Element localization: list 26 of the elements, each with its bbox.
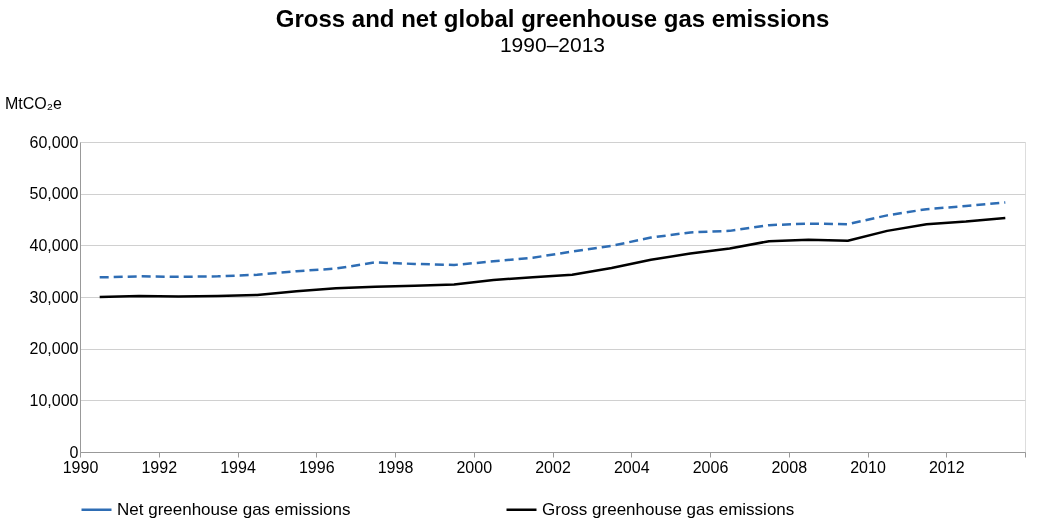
- chart-subtitle: 1990–2013: [499, 33, 606, 56]
- legend-label: Net greenhouse gas emissions: [117, 499, 351, 518]
- chart-title: Gross and net global greenhouse gas emissions: [275, 5, 830, 32]
- x-tick-label: 2006: [692, 458, 729, 476]
- x-tick-label: 2004: [613, 458, 650, 476]
- line-series: [98, 201, 1007, 279]
- y-tick-label: 40,000: [29, 236, 79, 254]
- x-tick-label: 1994: [220, 458, 256, 476]
- y-tick-label: 10,000: [29, 391, 79, 409]
- y-tick-label: 60,000: [29, 133, 79, 151]
- line-series: [98, 216, 1007, 299]
- x-tick-label: 1990: [62, 458, 99, 476]
- x-tick-label: 1992: [141, 458, 178, 476]
- x-tick-label: 1998: [377, 458, 414, 476]
- x-tick-label: 2002: [535, 458, 571, 476]
- y-axis-title: MtCO₂e: [5, 95, 62, 112]
- x-tick-label: 2012: [928, 458, 965, 476]
- y-tick-label: 50,000: [29, 185, 79, 203]
- x-tick-label: 1996: [298, 458, 335, 476]
- y-tick-label: 20,000: [29, 340, 79, 358]
- x-tick-label: 2000: [456, 458, 493, 476]
- x-tick-label: 2010: [850, 458, 886, 476]
- x-tick-label: 2008: [771, 458, 808, 476]
- y-tick-label: 30,000: [29, 288, 79, 306]
- y-tick-label: 0: [69, 443, 79, 461]
- legend-label: Gross greenhouse gas emissions: [542, 499, 795, 518]
